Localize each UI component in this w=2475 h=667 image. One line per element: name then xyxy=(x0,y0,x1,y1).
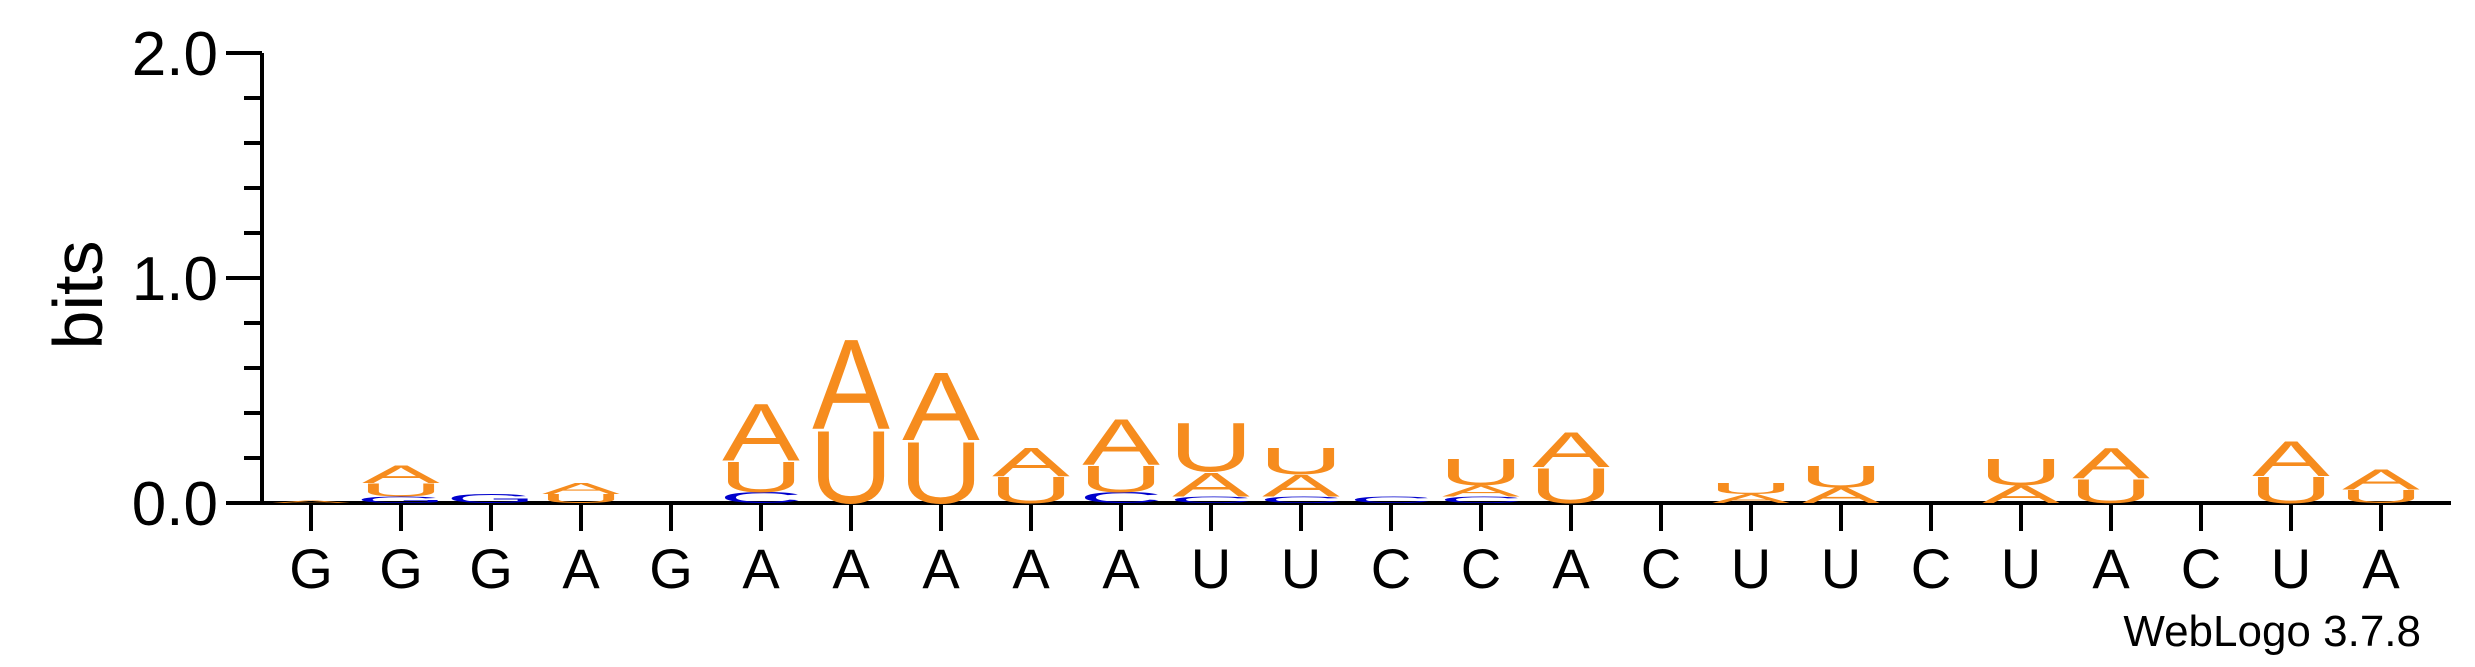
logo-letter-C: C xyxy=(1079,489,1163,507)
logo-letter-G: G xyxy=(446,492,537,506)
logo-letter-A: A xyxy=(542,480,620,498)
logo-letter-U: U xyxy=(1529,458,1613,514)
weblogo-credit: WebLogo 3.7.8 xyxy=(2123,607,2421,656)
x-tick-label: U xyxy=(1731,537,1771,600)
stack-column: UA xyxy=(2069,438,2153,510)
logo-letter-U: U xyxy=(899,424,983,522)
stack-column: UA xyxy=(989,439,1073,511)
logo-letter-A: A xyxy=(1082,405,1160,479)
logo-letter-U: U xyxy=(1439,451,1523,493)
logo-letter-A: A xyxy=(2252,431,2330,487)
x-tick-label: C xyxy=(1641,537,1681,600)
x-tick-label: A xyxy=(1102,537,1140,600)
stack-column: AU xyxy=(1709,480,1793,506)
x-tick-label: C xyxy=(1461,537,1501,600)
logo-letter-U: U xyxy=(1079,458,1163,500)
stack-column: CAU xyxy=(1439,451,1523,505)
x-tick-label: G xyxy=(379,537,423,600)
x-tick-label: C xyxy=(2181,537,2221,600)
logo-letter-C: C xyxy=(1349,495,1433,506)
x-tick-label: U xyxy=(2001,537,2041,600)
stack-column: CAU xyxy=(1169,409,1253,505)
x-tick-label: G xyxy=(649,537,693,600)
stack-column: UA xyxy=(2249,431,2333,511)
x-tick-label: A xyxy=(922,537,960,600)
x-tick-label: A xyxy=(2092,537,2130,600)
logo-letter-C: C xyxy=(1259,495,1343,506)
logo-letter-U: U xyxy=(539,492,623,506)
stack-column: UA xyxy=(539,480,623,506)
x-tick-label: U xyxy=(1281,537,1321,600)
x-tick-label: A xyxy=(1552,537,1590,600)
stack-column: UA xyxy=(809,313,893,525)
stack-column: G xyxy=(446,492,537,506)
x-tick-label: G xyxy=(289,537,333,600)
logo-letter-A: A xyxy=(1262,468,1340,503)
logo-letter-U: U xyxy=(1799,459,1883,494)
x-tick-label: U xyxy=(1191,537,1231,600)
stack-column: CAU xyxy=(1259,440,1343,505)
logo-letter-A: A xyxy=(1442,482,1520,500)
logo-letter-U: U xyxy=(1259,440,1343,482)
stack-column: GUA xyxy=(356,460,447,505)
logo-letter-A: A xyxy=(362,460,440,488)
logo-letter-A: A xyxy=(272,500,350,504)
x-tick-label: U xyxy=(1821,537,1861,600)
x-tick-label: A xyxy=(832,537,870,600)
stack-column: AU xyxy=(1979,451,2063,508)
logo-letter-U: U xyxy=(1169,409,1253,486)
stack-column: UA xyxy=(1529,422,1613,514)
logo-letter-U: U xyxy=(2339,486,2423,507)
logo-letter-G: G xyxy=(356,495,447,506)
logo-letter-C: C xyxy=(1439,495,1523,506)
logo-letter-A: A xyxy=(722,387,800,478)
logo-letter-C: C xyxy=(1169,495,1253,506)
x-tick-label: U xyxy=(2271,537,2311,600)
logo-letter-U: U xyxy=(719,452,803,501)
logo-letter-U: U xyxy=(1709,480,1793,498)
stack-column: UA xyxy=(2339,464,2423,507)
stack-column: CUA xyxy=(719,387,803,506)
y-tick-label: 1.0 xyxy=(132,245,218,314)
stack-column: AU xyxy=(1799,459,1883,507)
logo-letter-U: U xyxy=(809,410,893,526)
stack-column: UA xyxy=(899,352,983,522)
logo-letter-A: A xyxy=(1172,465,1251,504)
logo-letter-A: A xyxy=(992,439,1071,484)
y-axis: 0.0 1.0 2.0 xyxy=(132,20,264,539)
stack-column: A xyxy=(272,500,350,504)
y-axis-label: bits xyxy=(39,241,117,350)
x-tick-label: C xyxy=(1371,537,1411,600)
logo-letter-A: A xyxy=(2072,438,2150,487)
x-tick-label: A xyxy=(1012,537,1050,600)
x-tick-label: A xyxy=(2362,537,2400,600)
logo-letter-A: A xyxy=(1712,492,1791,506)
logo-letter-A: A xyxy=(902,352,980,461)
logo-letter-A: A xyxy=(1532,422,1610,478)
x-tick-label: A xyxy=(562,537,600,600)
x-tick-label: C xyxy=(1911,537,1951,600)
logo-letter-A: A xyxy=(812,313,890,457)
x-tick-label: A xyxy=(742,537,780,600)
stack-column: C xyxy=(1349,495,1433,506)
logo-letter-U: U xyxy=(2069,472,2153,511)
logo-letter-A: A xyxy=(2342,464,2420,496)
logo-letter-U: U xyxy=(1979,451,2063,493)
x-tick-label: G xyxy=(469,537,513,600)
logo-letter-U: U xyxy=(989,469,1073,511)
y-tick-label: 0.0 xyxy=(132,470,218,539)
stack-column: CUA xyxy=(1079,405,1163,506)
logo-letter-U: U xyxy=(2249,469,2333,511)
logo-letter-A: A xyxy=(1982,480,2060,508)
y-tick-label: 2.0 xyxy=(132,20,218,89)
logo-letter-U: U xyxy=(359,479,443,500)
logo-letter-C: C xyxy=(719,489,803,507)
logo-letter-A: A xyxy=(1802,483,1880,508)
